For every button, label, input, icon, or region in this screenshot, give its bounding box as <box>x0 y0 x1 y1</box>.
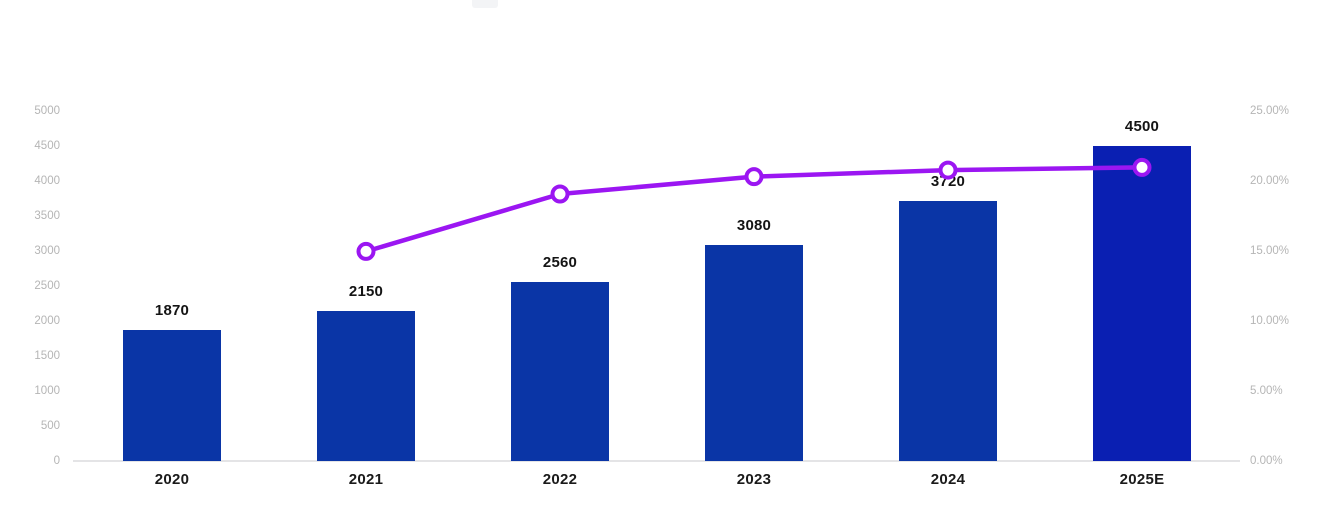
bar-2021 <box>317 310 415 461</box>
growth-line-marker <box>356 241 376 261</box>
left-axis-tick: 4000 <box>34 175 60 187</box>
bar-2024 <box>899 200 997 461</box>
left-axis-tick: 2000 <box>34 315 60 327</box>
bar-2023 <box>705 245 803 461</box>
growth-line-marker <box>550 184 570 204</box>
bar-value-label: 1870 <box>154 302 190 320</box>
left-axis-tick: 500 <box>40 420 60 432</box>
bar-2020 <box>123 330 221 461</box>
bar-value-label: 4500 <box>1124 118 1160 135</box>
left-axis-tick: 3000 <box>34 245 60 257</box>
left-axis-tick: 4500 <box>34 140 60 152</box>
x-axis-label-2020: 2020 <box>154 471 190 488</box>
bar-value-label: 2560 <box>542 253 578 271</box>
right-axis-tick: 25.00% <box>1250 105 1290 117</box>
bar-value-label: 3080 <box>736 217 772 235</box>
cropped-top-artifact <box>472 0 498 8</box>
left-axis-tick: 1000 <box>34 385 60 397</box>
x-axis-label-2021: 2021 <box>348 471 384 488</box>
left-axis-tick: 0 <box>53 455 60 467</box>
left-axis-tick: 2500 <box>34 280 60 292</box>
growth-line <box>363 165 1145 254</box>
bar-2025E <box>1093 146 1191 461</box>
x-axis-label-2022: 2022 <box>542 471 578 488</box>
growth-line-marker <box>744 167 764 187</box>
bar-value-label: 3720 <box>930 172 966 190</box>
right-axis-tick: 5.00% <box>1250 385 1283 397</box>
left-axis-tick: 5000 <box>34 105 60 117</box>
right-axis-tick: 10.00% <box>1250 315 1290 327</box>
bar-2022 <box>511 281 609 461</box>
left-axis-tick: 3500 <box>34 210 60 222</box>
x-axis-label-2023: 2023 <box>736 471 772 488</box>
bar-value-label: 2150 <box>348 282 384 300</box>
left-axis-tick: 1500 <box>34 350 60 362</box>
right-axis-tick: 15.00% <box>1250 245 1290 257</box>
x-axis-baseline <box>73 460 1240 462</box>
right-axis-tick: 20.00% <box>1250 175 1290 187</box>
right-axis-tick: 0.00% <box>1250 455 1283 467</box>
x-axis-label-2024: 2024 <box>930 471 966 488</box>
x-axis-label-2025E: 2025E <box>1119 471 1165 488</box>
